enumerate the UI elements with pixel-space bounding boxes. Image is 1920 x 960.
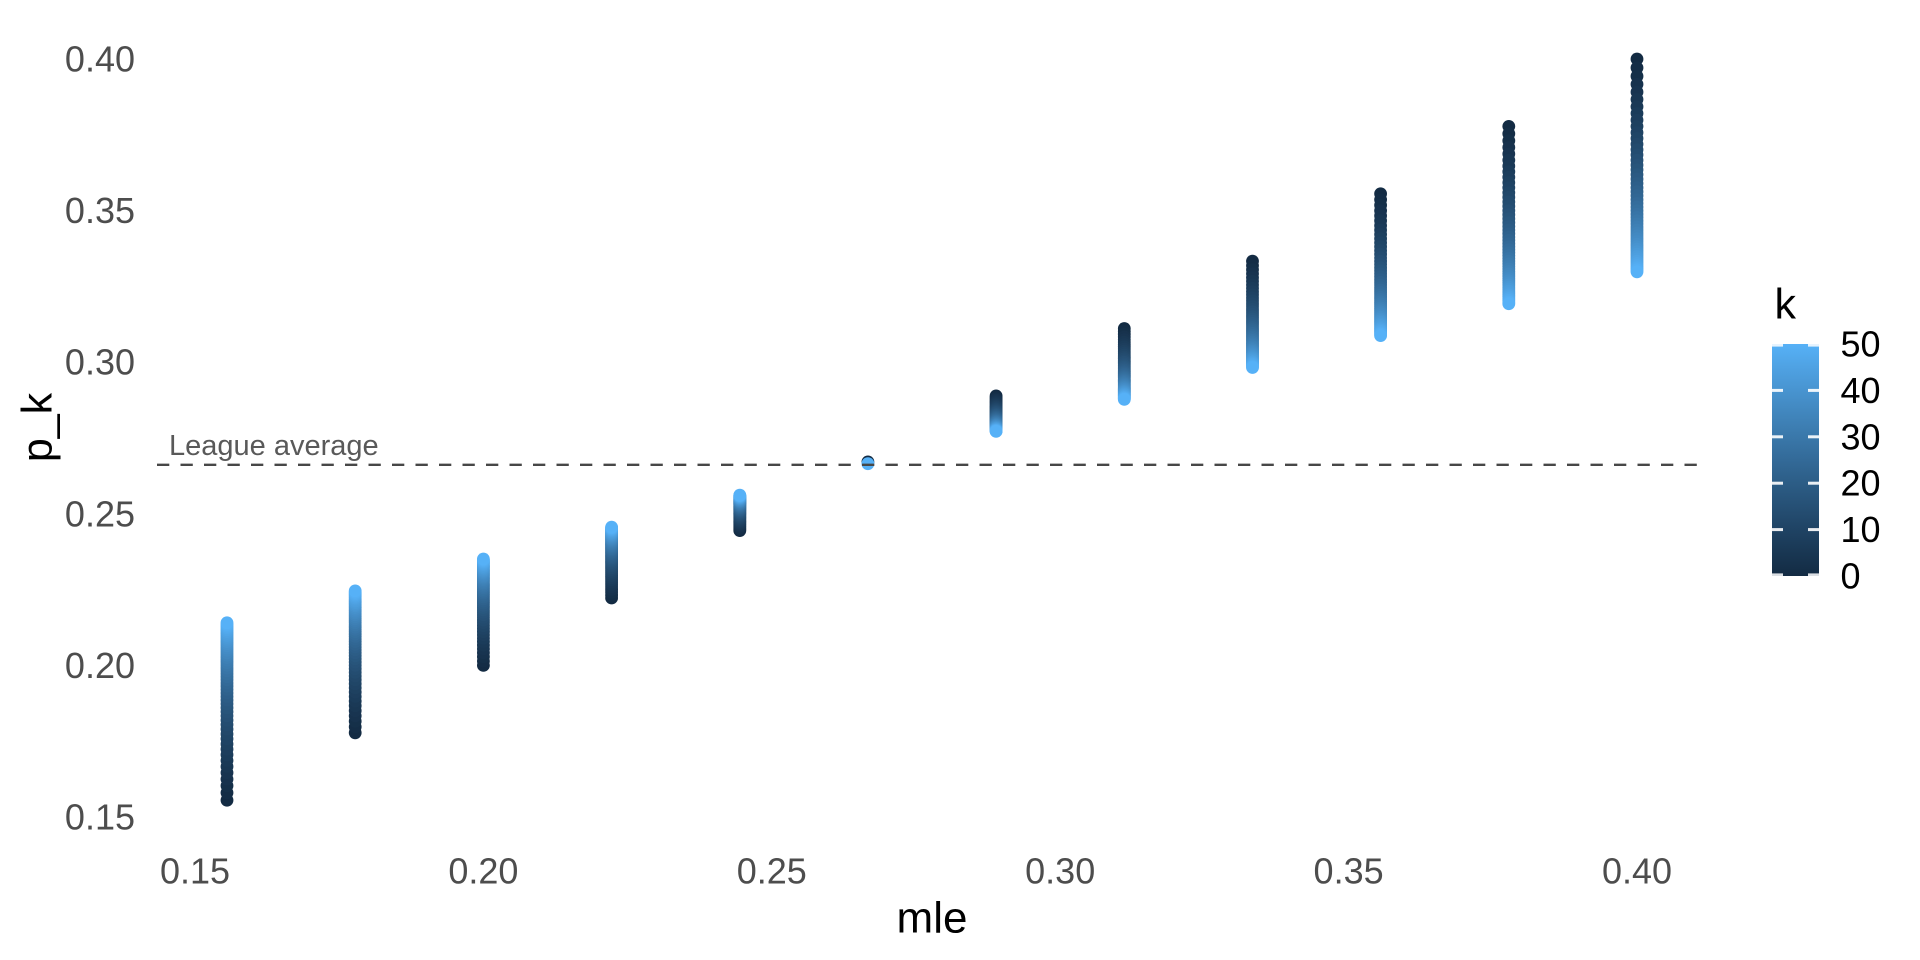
svg-text:0.15: 0.15: [65, 797, 135, 838]
svg-text:0.25: 0.25: [65, 493, 135, 534]
svg-text:0.15: 0.15: [160, 851, 230, 892]
svg-text:k: k: [1775, 281, 1797, 329]
svg-text:0.40: 0.40: [65, 39, 135, 80]
svg-text:0.35: 0.35: [65, 190, 135, 231]
svg-text:0.40: 0.40: [1602, 851, 1672, 892]
svg-text:0.20: 0.20: [65, 645, 135, 686]
svg-text:League average: League average: [169, 430, 379, 462]
svg-text:0.30: 0.30: [65, 342, 135, 383]
svg-text:0.25: 0.25: [737, 851, 807, 892]
svg-text:50: 50: [1841, 324, 1881, 365]
svg-text:mle: mle: [897, 894, 968, 943]
svg-text:10: 10: [1841, 509, 1881, 550]
svg-text:0: 0: [1841, 556, 1861, 597]
svg-text:20: 20: [1841, 463, 1881, 504]
svg-text:30: 30: [1841, 416, 1881, 457]
svg-text:0.35: 0.35: [1314, 851, 1384, 892]
svg-text:40: 40: [1841, 370, 1881, 411]
svg-text:0.20: 0.20: [448, 851, 518, 892]
svg-text:0.30: 0.30: [1025, 851, 1095, 892]
svg-text:p_k: p_k: [14, 392, 62, 462]
